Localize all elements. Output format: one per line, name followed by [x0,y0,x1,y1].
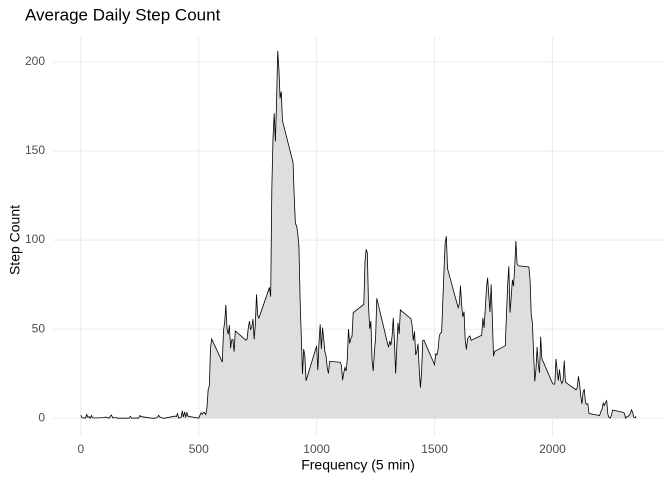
line [80,50,637,420]
x-tick-label: 2000 [539,442,566,456]
y-tick-label: 0 [38,410,45,424]
y-tick-label: 50 [32,321,46,335]
area [80,50,637,419]
y-tick-label: 100 [25,232,45,246]
x-axis-title: Frequency (5 min) [301,457,415,473]
x-tick-label: 1000 [303,442,330,456]
x-tick-label: 0 [77,442,84,456]
x-tick-label: 1500 [421,442,448,456]
y-tick-label: 150 [25,143,45,157]
chart-title: Average Daily Step Count [25,5,221,24]
y-tick-label: 200 [25,54,45,68]
y-axis-title: Step Count [7,205,23,275]
x-tick-label: 500 [189,442,209,456]
